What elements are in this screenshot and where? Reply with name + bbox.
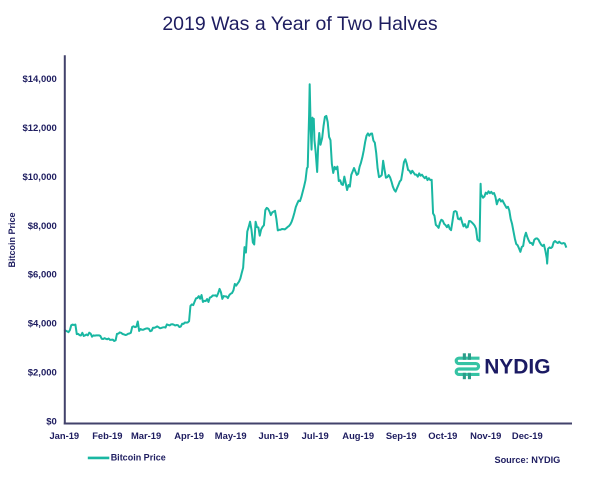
svg-text:$12,000: $12,000 [22,123,56,134]
svg-text:$6,000: $6,000 [28,270,57,281]
svg-text:May-19: May-19 [215,430,247,441]
svg-text:$0: $0 [46,417,57,428]
svg-text:2019 Was a Year of Two Halves: 2019 Was a Year of Two Halves [162,13,438,35]
svg-text:Mar-19: Mar-19 [131,430,161,441]
svg-text:$14,000: $14,000 [22,74,56,85]
svg-text:Aug-19: Aug-19 [342,430,374,441]
svg-text:Sep-19: Sep-19 [386,430,417,441]
svg-text:Feb-19: Feb-19 [92,430,122,441]
svg-text:Dec-19: Dec-19 [512,430,543,441]
svg-text:$10,000: $10,000 [22,172,56,183]
svg-text:Bitcoin Price: Bitcoin Price [7,212,17,267]
svg-text:Apr-19: Apr-19 [174,430,204,441]
svg-text:Jun-19: Jun-19 [258,430,288,441]
svg-text:Nov-19: Nov-19 [470,430,501,441]
svg-text:Bitcoin Price: Bitcoin Price [111,452,166,462]
svg-text:Oct-19: Oct-19 [428,430,457,441]
svg-text:Source: NYDIG: Source: NYDIG [494,455,560,465]
svg-text:Jan-19: Jan-19 [49,430,79,441]
svg-text:NYDIG: NYDIG [484,355,550,378]
svg-text:$2,000: $2,000 [28,368,57,379]
svg-text:Jul-19: Jul-19 [302,430,329,441]
svg-text:$8,000: $8,000 [28,221,57,232]
svg-text:$4,000: $4,000 [28,319,57,330]
